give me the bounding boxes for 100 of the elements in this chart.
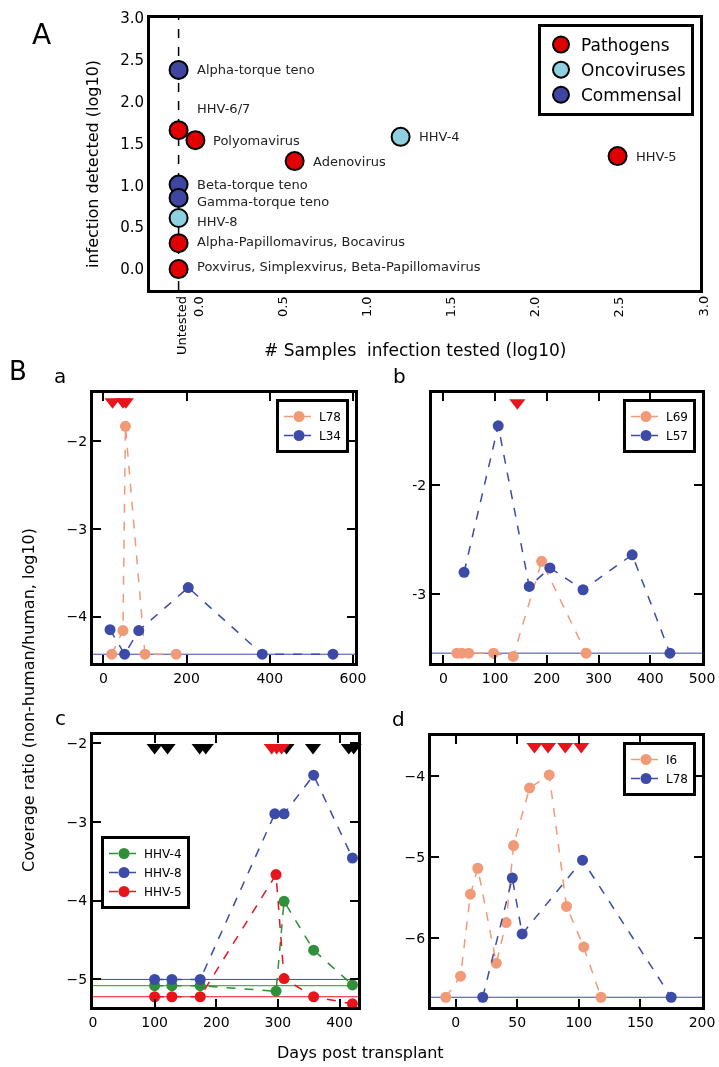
point bbox=[561, 900, 572, 912]
point bbox=[507, 650, 519, 662]
x-tick-label: 400 bbox=[256, 669, 284, 686]
point bbox=[185, 130, 206, 151]
x-tick-label: 3.0 bbox=[695, 295, 711, 317]
y-tick-label: −5 bbox=[66, 971, 88, 988]
point bbox=[308, 991, 320, 1003]
point bbox=[278, 895, 290, 907]
annotation: Polyomavirus bbox=[213, 133, 301, 148]
x-tick-label: 1.0 bbox=[359, 296, 375, 318]
x-tick-label: 500 bbox=[688, 669, 716, 686]
x-tick-label: 200 bbox=[173, 669, 200, 686]
legend-label: L34 bbox=[319, 429, 341, 444]
point bbox=[308, 769, 320, 781]
annotation: HHV-8 bbox=[197, 214, 238, 229]
point bbox=[664, 647, 676, 659]
point bbox=[278, 973, 290, 985]
point bbox=[543, 769, 555, 781]
legend-label: L57 bbox=[666, 429, 688, 444]
x-tick-label: 0 bbox=[98, 669, 108, 686]
y-tick-label: 3.0 bbox=[120, 9, 144, 28]
y-tick-label: 0.5 bbox=[120, 218, 144, 237]
x-tick-label: 2.5 bbox=[611, 296, 627, 318]
legend-label: I6 bbox=[666, 753, 678, 768]
point bbox=[492, 420, 504, 432]
y-tick-label: −2 bbox=[66, 734, 88, 751]
x-tick-label: 0 bbox=[88, 1013, 98, 1030]
point bbox=[536, 555, 548, 567]
annotation: Gamma-torque teno bbox=[197, 194, 330, 209]
x-tick-label: 50 bbox=[508, 1013, 527, 1030]
x-tick-label: 200 bbox=[533, 669, 561, 686]
x-tick-label: 600 bbox=[339, 669, 367, 686]
point bbox=[104, 624, 116, 636]
chart-title: b bbox=[393, 364, 406, 388]
point bbox=[327, 648, 339, 660]
point bbox=[390, 126, 411, 147]
legend-label: HHV-8 bbox=[144, 866, 182, 881]
x-tick-label: 200 bbox=[688, 1013, 716, 1030]
legend-label: L78 bbox=[666, 772, 688, 787]
x-tick-label: 100 bbox=[565, 1013, 593, 1030]
point bbox=[477, 991, 489, 1003]
point bbox=[119, 648, 131, 660]
point bbox=[170, 648, 182, 660]
point bbox=[133, 625, 145, 637]
point bbox=[500, 917, 512, 929]
x-tick-label: 0 bbox=[451, 1013, 461, 1030]
x-tick-label: 0.0 bbox=[190, 296, 206, 317]
y-tick-label: 0.0 bbox=[120, 260, 144, 279]
y-axis-title: infection detected (log10) bbox=[83, 59, 102, 268]
point bbox=[284, 151, 305, 172]
point bbox=[488, 647, 500, 659]
x-tick-label: 100 bbox=[141, 1013, 168, 1030]
y-tick-label: −2 bbox=[66, 433, 88, 450]
point bbox=[149, 991, 161, 1003]
point bbox=[168, 120, 189, 141]
point bbox=[346, 979, 358, 991]
legend-label: HHV-5 bbox=[144, 885, 182, 900]
x-tick-label: Untested bbox=[174, 296, 190, 356]
point bbox=[506, 872, 518, 884]
chart-title: A bbox=[32, 18, 52, 51]
point bbox=[626, 549, 638, 561]
point bbox=[168, 208, 189, 229]
y-tick-label: −3 bbox=[66, 520, 88, 537]
point bbox=[256, 648, 268, 660]
point bbox=[455, 970, 467, 982]
legend-label: Commensal bbox=[581, 85, 682, 106]
annotation: HHV-5 bbox=[636, 149, 677, 164]
point bbox=[166, 973, 178, 985]
legend-label: L69 bbox=[666, 410, 688, 425]
x-tick-label: 150 bbox=[627, 1013, 654, 1030]
point bbox=[665, 991, 677, 1003]
point bbox=[524, 782, 536, 794]
x-tick-label: 0 bbox=[438, 669, 448, 686]
point bbox=[577, 854, 589, 866]
point bbox=[182, 582, 194, 594]
point bbox=[544, 562, 556, 574]
point bbox=[270, 985, 282, 997]
point bbox=[308, 944, 320, 956]
point bbox=[440, 991, 452, 1003]
point bbox=[516, 928, 528, 940]
annotation: Beta-torque teno bbox=[197, 177, 308, 192]
legend-label: HHV-4 bbox=[144, 847, 182, 862]
point bbox=[577, 584, 589, 596]
point bbox=[580, 647, 592, 659]
point bbox=[168, 259, 189, 280]
y-tick-label: −4 bbox=[66, 608, 88, 625]
y-tick-label: −6 bbox=[404, 929, 426, 946]
legend-label: Oncoviruses bbox=[581, 60, 686, 81]
point bbox=[168, 233, 189, 254]
y-tick-label: 2.0 bbox=[120, 92, 144, 111]
point bbox=[464, 888, 476, 900]
y-tick-label: 2.5 bbox=[120, 51, 144, 70]
point bbox=[508, 840, 520, 852]
point bbox=[578, 941, 590, 953]
x-tick-label: 300 bbox=[264, 1013, 292, 1030]
annotation: Alpha-torque teno bbox=[197, 62, 315, 77]
x-tick-label: 2.0 bbox=[527, 296, 543, 318]
point bbox=[278, 808, 290, 820]
point bbox=[139, 648, 151, 660]
legend-label: Pathogens bbox=[581, 35, 670, 56]
